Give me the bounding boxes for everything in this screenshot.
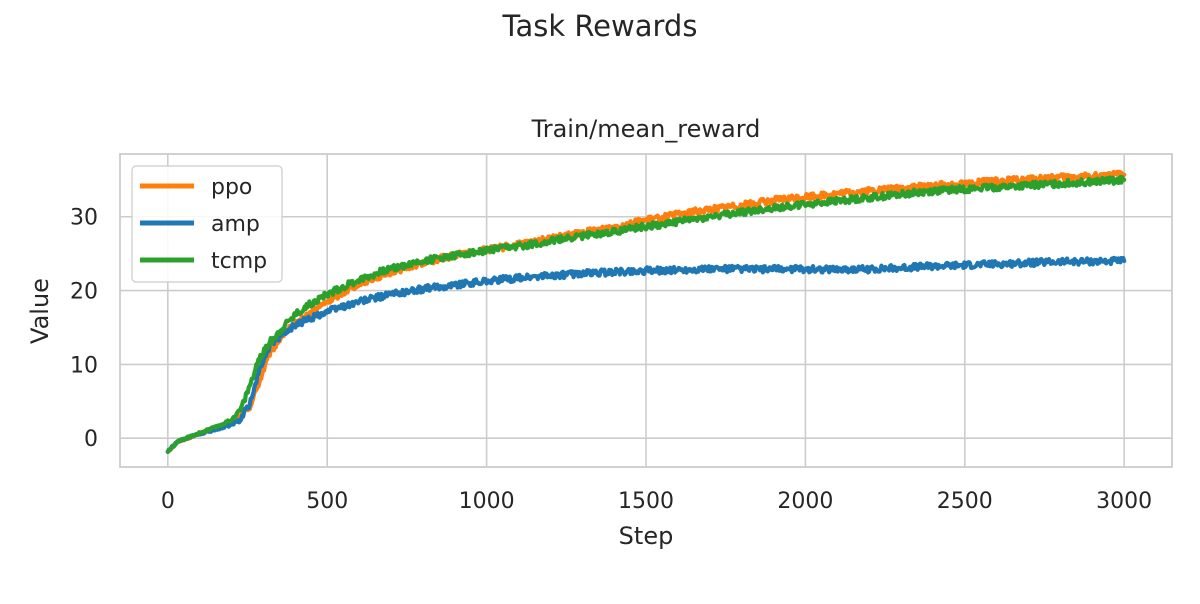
x-tick-label: 0 xyxy=(161,489,175,514)
legend: ppo amp tcmp xyxy=(131,165,283,283)
y-tick-label: 20 xyxy=(70,280,98,305)
y-tick-label: 30 xyxy=(70,206,98,231)
x-tick-label: 500 xyxy=(306,489,348,514)
series-lines xyxy=(165,169,1127,454)
legend-label-ppo: ppo xyxy=(211,175,252,200)
x-tick-label: 1500 xyxy=(618,489,674,514)
legend-label-amp: amp xyxy=(211,212,260,237)
x-tick-label: 2500 xyxy=(937,489,993,514)
x-tick-label: 1000 xyxy=(459,489,515,514)
x-axis-label: Step xyxy=(619,522,674,550)
figure-title: Task Rewards xyxy=(502,9,698,43)
series-line-tcmp xyxy=(165,174,1127,454)
x-tick-label: 3000 xyxy=(1096,489,1152,514)
grid-lines xyxy=(120,154,1172,467)
legend-box xyxy=(131,165,283,283)
plot-title: Train/mean_reward xyxy=(531,115,761,143)
x-tick-label: 2000 xyxy=(777,489,833,514)
legend-label-tcmp: tcmp xyxy=(211,249,267,274)
series-line-amp xyxy=(165,255,1127,454)
y-axis-label: Value xyxy=(26,278,54,344)
series-line-ppo xyxy=(165,169,1127,454)
plot-frame xyxy=(119,153,1173,468)
tick-labels: 0 500 1000 1500 2000 2500 3000 0 10 20 30 xyxy=(70,206,1152,514)
y-tick-label: 10 xyxy=(70,353,98,378)
y-tick-label: 0 xyxy=(84,427,98,452)
